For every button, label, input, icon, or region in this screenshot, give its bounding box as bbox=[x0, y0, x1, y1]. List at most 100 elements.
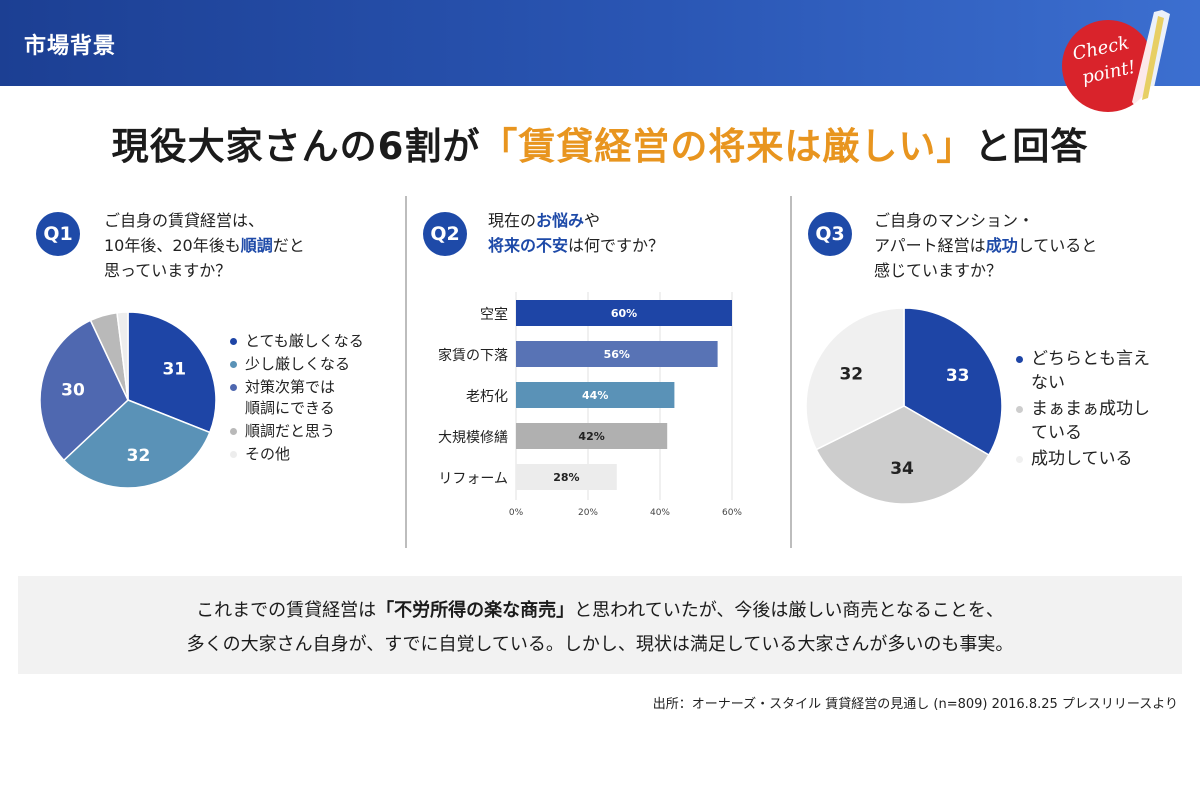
q1-pie-chart: 31 32 30 bbox=[40, 312, 217, 489]
source-note: 出所：オーナーズ・スタイル 賃貸経営の見通し (n=809) 2016.8.25… bbox=[652, 697, 1178, 712]
summary-line1-post: と思われていたが、今後は厳しい商売となることを、 bbox=[574, 600, 1004, 621]
divider-left bbox=[405, 196, 407, 548]
q1-pie-value-label-2: 32 bbox=[127, 446, 151, 466]
q3-legend-item-1: どちらとも言え ない bbox=[1016, 347, 1150, 395]
q1-q-line2-pre: 10年後、20年後も bbox=[104, 236, 241, 255]
q3-pie-slice-3 bbox=[806, 308, 905, 451]
q3-legend-item-3: 成功している bbox=[1016, 447, 1150, 471]
q1-legend-item-5: その他 bbox=[230, 444, 364, 465]
q2-bar-value-label-3: 44% bbox=[582, 389, 608, 402]
divider-right bbox=[790, 196, 792, 548]
q2-bar-value-label-2: 56% bbox=[604, 348, 630, 361]
q3-pie-slice-2 bbox=[815, 405, 990, 504]
q3-question: ご自身のマンション・ アパート経営は成功していると 感じていますか？ bbox=[874, 208, 1097, 283]
summary-line2: 多くの大家さん自身が、すでに自覚している。しかし、現状は満足している大家さんが多… bbox=[186, 634, 1014, 655]
q2-category-label-3: 老朽化 bbox=[466, 389, 508, 405]
q1-q-line2-post: だと bbox=[272, 236, 305, 255]
q1-legend-label-4: 順調だと思う bbox=[245, 422, 336, 440]
q2-bar-1 bbox=[516, 300, 732, 326]
q2-q-line1-post: や bbox=[584, 211, 601, 230]
q2-q-line2-em: 将来の不安 bbox=[488, 236, 569, 255]
q2-category-label-1: 空室 bbox=[480, 307, 508, 323]
q1-legend-item-3: 対策次第では 順調にできる bbox=[230, 377, 364, 419]
headline: 現役大家さんの6割が「賃貸経営の将来は厳しい」と回答 bbox=[0, 116, 1200, 170]
q3-pie-value-label-3: 32 bbox=[839, 364, 863, 384]
q1-pie-value-label-1: 31 bbox=[162, 360, 186, 380]
q2-bar-2 bbox=[516, 341, 718, 367]
q1-question: ご自身の賃貸経営は、 10年後、20年後も順調だと 思っていますか？ bbox=[104, 208, 305, 283]
q2-bar-value-label-5: 28% bbox=[553, 471, 579, 484]
q3-legend-label-1: どちらとも言え ない bbox=[1031, 347, 1150, 395]
q2-q-line2-post: は何ですか？ bbox=[568, 236, 665, 255]
q3-legend-label-2b: ている bbox=[1031, 423, 1082, 443]
q2-q-line1-em: お悩み bbox=[536, 211, 585, 230]
q2-x-tick-4: 60% bbox=[722, 508, 742, 518]
q3-pie-value-label-1: 33 bbox=[946, 366, 970, 386]
q1-legend-label-3b: 順調にできる bbox=[245, 399, 335, 417]
q1-legend: とても厳しくなる 少し厳しくなる 対策次第では 順調にできる 順調だと思う その他 bbox=[230, 331, 364, 467]
q2-badge: Q2 bbox=[423, 212, 467, 256]
q1-q-line2-em: 順調 bbox=[240, 236, 273, 255]
q3-q-line2-em: 成功 bbox=[985, 236, 1018, 255]
q3-pie-value-label-2: 34 bbox=[890, 459, 914, 479]
q2-category-label-2: 家賃の下落 bbox=[438, 348, 508, 364]
q3-question-line3: 感じていますか？ bbox=[874, 261, 1003, 280]
q1-legend-dot-2 bbox=[230, 361, 237, 368]
q1-legend-dot-5 bbox=[230, 451, 237, 458]
q1-legend-label-5: その他 bbox=[245, 445, 291, 463]
q1-pie-value-label-3: 30 bbox=[61, 381, 85, 401]
q3-question-line2: アパート経営は成功していると bbox=[874, 233, 1097, 258]
q3-legend-dot-2 bbox=[1016, 406, 1023, 413]
q3-legend-label-1b: ない bbox=[1031, 373, 1065, 393]
q3-legend-label-3: 成功している bbox=[1031, 449, 1133, 469]
q3-legend-item-2: まぁまぁ成功し ている bbox=[1016, 397, 1150, 445]
q2-question-line2: 将来の不安は何ですか？ bbox=[488, 233, 664, 258]
q2-q-line1-pre: 現在の bbox=[488, 211, 537, 230]
summary-line1: これまでの賃貸経営は「不労所得の楽な商売」と思われていたが、今後は厳しい商売とな… bbox=[18, 596, 1182, 622]
headline-suffix: と回答 bbox=[974, 125, 1089, 168]
summary-line1-pre: これまでの賃貸経営は bbox=[196, 600, 377, 621]
section-title: 市場背景 bbox=[24, 34, 117, 59]
q1-pie-slice-5 bbox=[116, 312, 129, 401]
q2-x-tick-2: 20% bbox=[578, 508, 598, 518]
q2-bar-4 bbox=[516, 423, 668, 449]
q1-legend-dot-4 bbox=[230, 428, 237, 435]
q2-category-label-5: リフォーム bbox=[438, 471, 508, 487]
q1-question-line1: ご自身の賃貸経営は、 bbox=[104, 211, 265, 230]
q2-bar-3 bbox=[516, 382, 675, 408]
q1-pie-slice-3 bbox=[40, 319, 129, 462]
q1-legend-dot-3 bbox=[230, 384, 237, 391]
q3-pie-slice-1 bbox=[903, 308, 1002, 457]
q1-legend-label-2: 少し厳しくなる bbox=[245, 355, 351, 373]
q1-legend-item-1: とても厳しくなる bbox=[230, 331, 364, 352]
q1-pie-slice-2 bbox=[62, 399, 211, 489]
q3-legend: どちらとも言え ない まぁまぁ成功し ている 成功している bbox=[1016, 347, 1150, 473]
q3-pie-chart: 33 34 32 bbox=[806, 308, 1002, 504]
q1-legend-item-2: 少し厳しくなる bbox=[230, 354, 364, 375]
q2-x-tick-3: 40% bbox=[650, 508, 670, 518]
q1-legend-label-3: 対策次第では 順調にできる bbox=[245, 377, 335, 419]
q1-question-line3: 思っていますか？ bbox=[104, 261, 232, 280]
q3-legend-label-2a: まぁまぁ成功し bbox=[1031, 399, 1150, 419]
q1-badge: Q1 bbox=[36, 212, 80, 256]
q3-legend-label-1a: どちらとも言え bbox=[1031, 349, 1150, 369]
q2-bar-chart: 0% 20% 40% 60% 60% 56% 44% 42% 28% bbox=[509, 292, 742, 518]
q3-q-line2-post: していると bbox=[1017, 236, 1098, 255]
q3-legend-dot-1 bbox=[1016, 356, 1023, 363]
q3-q-line2-pre: アパート経営は bbox=[874, 236, 986, 255]
headline-highlight: 「賃貸経営の将来は厳しい」 bbox=[480, 125, 975, 168]
q3-legend-dot-3 bbox=[1016, 456, 1023, 463]
summary-box: これまでの賃貸経営は「不労所得の楽な商売」と思われていたが、今後は厳しい商売とな… bbox=[18, 576, 1182, 674]
summary-line1-strong: 「不労所得の楽な商売」 bbox=[376, 600, 575, 621]
q2-category-label-4: 大規模修繕 bbox=[438, 430, 508, 446]
q1-pie-slice-1 bbox=[127, 312, 217, 434]
header-bar: 市場背景 Check point! bbox=[0, 0, 1200, 112]
q1-legend-label-3a: 対策次第では bbox=[245, 378, 336, 396]
q1-question-line2: 10年後、20年後も順調だと bbox=[104, 233, 305, 258]
q2-x-tick-1: 0% bbox=[509, 508, 524, 518]
q3-question-line1: ご自身のマンション・ bbox=[874, 211, 1035, 230]
q2-question-line1: 現在のお悩みや bbox=[488, 208, 664, 233]
q1-legend-label-1: とても厳しくなる bbox=[245, 332, 364, 350]
q1-legend-dot-1 bbox=[230, 338, 237, 345]
q3-badge: Q3 bbox=[808, 212, 852, 256]
